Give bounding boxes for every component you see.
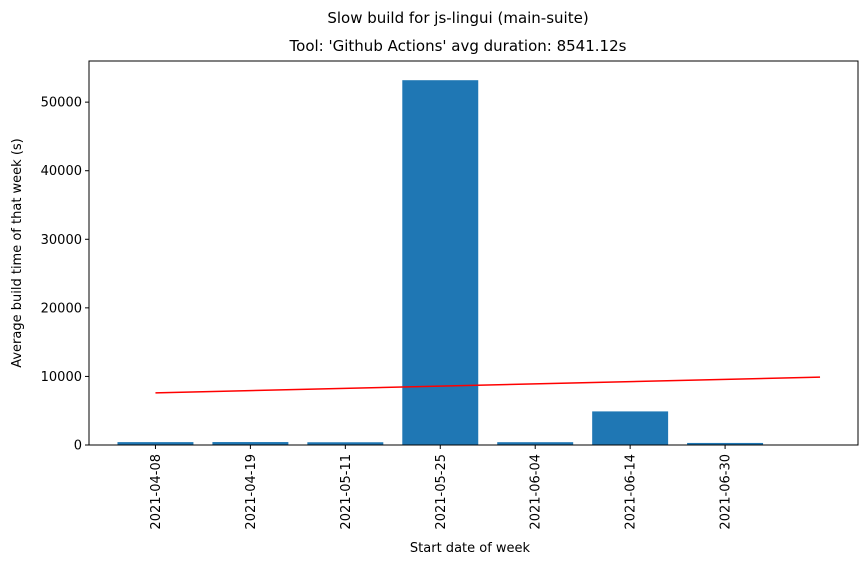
bar-2021-06-30 [687, 442, 764, 445]
plot-frame [88, 60, 859, 446]
bar-2021-05-25 [402, 80, 479, 445]
y-axis-label: Average build time of that week (s) [10, 138, 25, 368]
chart-title: Tool: 'Github Actions' avg duration: 854… [289, 37, 627, 55]
x-tick-label: 2021-05-11 [339, 454, 354, 530]
y-tick-label: 0 [74, 439, 82, 454]
bar-2021-05-11 [307, 442, 384, 445]
y-tick-label: 40000 [41, 164, 82, 179]
bar-2021-04-08 [117, 442, 194, 445]
x-tick-label: 2021-04-19 [244, 454, 259, 530]
y-tick-label: 10000 [41, 370, 82, 385]
trend-line [155, 376, 821, 394]
x-tick-label: 2021-06-30 [719, 454, 734, 530]
x-tick-label: 2021-04-08 [149, 454, 164, 530]
x-axis-label: Start date of week [410, 541, 531, 556]
bar-2021-04-19 [212, 442, 289, 445]
bar-2021-06-14 [592, 411, 669, 445]
bar-2021-06-04 [497, 442, 574, 445]
y-tick-label: 30000 [41, 233, 82, 248]
y-tick-label: 20000 [41, 301, 82, 316]
y-tick-label: 50000 [41, 96, 82, 111]
x-axis: 2021-04-08 2021-04-19 2021-05-11 2021-05-25… [149, 445, 734, 530]
y-axis: 0 10000 20000 30000 40000 50000 [41, 96, 89, 454]
chart-suptitle: Slow build for js-lingui (main-suite) [327, 9, 588, 27]
trend-group [155, 376, 821, 394]
x-tick-label: 2021-06-14 [624, 454, 639, 530]
bars-group [117, 80, 764, 445]
x-tick-label: 2021-05-25 [434, 454, 449, 530]
x-tick-label: 2021-06-04 [529, 454, 544, 530]
